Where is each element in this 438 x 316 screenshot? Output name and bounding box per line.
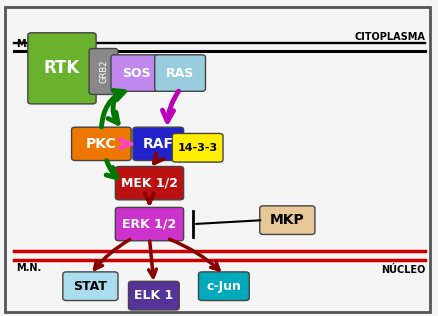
Text: SOS: SOS bbox=[122, 67, 150, 80]
Text: c-Jun: c-Jun bbox=[206, 280, 241, 293]
FancyBboxPatch shape bbox=[115, 207, 183, 241]
Text: RAF: RAF bbox=[142, 137, 173, 151]
Text: STAT: STAT bbox=[73, 280, 107, 293]
Text: 14-3-3: 14-3-3 bbox=[177, 143, 217, 153]
FancyBboxPatch shape bbox=[111, 55, 161, 91]
Text: RTK: RTK bbox=[44, 59, 80, 77]
FancyBboxPatch shape bbox=[172, 133, 223, 162]
FancyBboxPatch shape bbox=[63, 272, 118, 301]
Text: GRB2: GRB2 bbox=[99, 60, 108, 83]
Text: ELK 1: ELK 1 bbox=[134, 289, 173, 302]
Text: M.P.: M.P. bbox=[16, 40, 39, 50]
Text: MEK 1/2: MEK 1/2 bbox=[121, 177, 177, 190]
FancyBboxPatch shape bbox=[115, 167, 183, 200]
Text: M.N.: M.N. bbox=[16, 264, 41, 273]
FancyBboxPatch shape bbox=[71, 127, 131, 161]
FancyBboxPatch shape bbox=[28, 33, 96, 104]
Text: NÚCLEO: NÚCLEO bbox=[380, 265, 424, 275]
Text: CITOPLASMA: CITOPLASMA bbox=[353, 32, 424, 42]
FancyBboxPatch shape bbox=[259, 206, 314, 234]
FancyBboxPatch shape bbox=[89, 49, 118, 94]
Text: ERK 1/2: ERK 1/2 bbox=[122, 218, 176, 231]
Text: MKP: MKP bbox=[269, 213, 304, 227]
FancyBboxPatch shape bbox=[154, 55, 205, 91]
FancyBboxPatch shape bbox=[128, 281, 179, 310]
Text: PKC: PKC bbox=[86, 137, 117, 151]
FancyBboxPatch shape bbox=[133, 127, 183, 161]
FancyBboxPatch shape bbox=[198, 272, 249, 301]
Text: RAS: RAS bbox=[166, 67, 194, 80]
